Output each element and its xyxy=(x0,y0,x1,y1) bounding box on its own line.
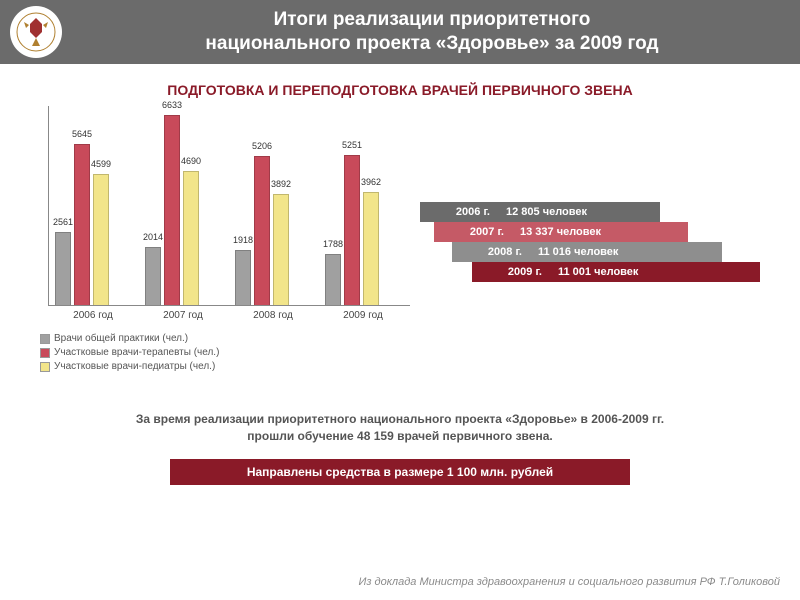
source-attribution: Из доклада Министра здравоохранения и со… xyxy=(358,576,780,588)
legend-item: Участковые врачи-терапевты (чел.) xyxy=(40,347,219,358)
coat-of-arms-icon xyxy=(16,12,56,52)
bar: 3962 xyxy=(363,192,379,305)
year-total-row: 2007 г.13 337 человек xyxy=(434,222,688,242)
chart-x-axis: 2006 год2007 год2008 год2009 год xyxy=(48,310,410,321)
bar: 1918 xyxy=(235,250,251,305)
bar: 2014 xyxy=(145,247,161,305)
bar-value-label: 3962 xyxy=(361,177,381,187)
bar-value-label: 4690 xyxy=(181,156,201,166)
bar: 4690 xyxy=(183,171,199,305)
bar: 5206 xyxy=(254,156,270,305)
funds-banner: Направлены средства в размере 1 100 млн.… xyxy=(170,459,630,485)
legend-item: Врачи общей практики (чел.) xyxy=(40,333,188,344)
year-value: 11 001 человек xyxy=(552,266,760,278)
summary-text: За время реализации приоритетного национ… xyxy=(30,411,770,445)
bar-value-label: 6633 xyxy=(162,100,182,110)
x-axis-label: 2008 год xyxy=(228,310,318,321)
legend-label: Участковые врачи-терапевты (чел.) xyxy=(54,347,219,358)
year-total-row: 2006 г.12 805 человек xyxy=(420,202,660,222)
legend-label: Участковые врачи-педиатры (чел.) xyxy=(54,361,215,372)
year-label: 2008 г. xyxy=(452,246,532,258)
year-value: 11 016 человек xyxy=(532,246,722,258)
bar: 6633 xyxy=(164,115,180,305)
legend-label: Врачи общей практики (чел.) xyxy=(54,333,188,344)
legend-swatch xyxy=(40,362,50,372)
summary-line-2: прошли обучение 48 159 врачей первичного… xyxy=(30,428,770,445)
bar-value-label: 1788 xyxy=(323,239,343,249)
chart-plot-area: 2561564545992014663346901918520638921788… xyxy=(48,106,410,306)
x-axis-label: 2009 год xyxy=(318,310,408,321)
bar-value-label: 3892 xyxy=(271,179,291,189)
content-row: 2561564545992014663346901918520638921788… xyxy=(0,106,800,375)
header-bar: Итоги реализации приоритетного националь… xyxy=(0,0,800,64)
section-subtitle: ПОДГОТОВКА И ПЕРЕПОДГОТОВКА ВРАЧЕЙ ПЕРВИ… xyxy=(0,82,800,98)
emblem-icon xyxy=(10,6,62,58)
page-title: Итоги реализации приоритетного националь… xyxy=(74,8,790,56)
bar-value-label: 5645 xyxy=(72,129,92,139)
chart-legend: Врачи общей практики (чел.) Участковые вр… xyxy=(40,333,410,375)
year-total-row: 2008 г.11 016 человек xyxy=(452,242,722,262)
bar: 5645 xyxy=(74,144,90,305)
bar-chart: 2561564545992014663346901918520638921788… xyxy=(20,106,410,375)
title-line-1: Итоги реализации приоритетного xyxy=(74,8,790,32)
bar: 2561 xyxy=(55,232,71,305)
summary-line-1: За время реализации приоритетного национ… xyxy=(30,411,770,428)
bar: 1788 xyxy=(325,254,341,305)
bar: 4599 xyxy=(93,174,109,305)
year-label: 2009 г. xyxy=(472,266,552,278)
bar: 3892 xyxy=(273,194,289,305)
bar-group: 178852513962 xyxy=(325,155,379,305)
x-axis-label: 2007 год xyxy=(138,310,228,321)
legend-swatch xyxy=(40,334,50,344)
bar: 5251 xyxy=(344,155,360,305)
year-label: 2007 г. xyxy=(434,226,514,238)
bar-value-label: 4599 xyxy=(91,159,111,169)
x-axis-label: 2006 год xyxy=(48,310,138,321)
legend-item: Участковые врачи-педиатры (чел.) xyxy=(40,361,215,372)
year-total-row: 2009 г.11 001 человек xyxy=(472,262,760,282)
year-value: 13 337 человек xyxy=(514,226,688,238)
bar-value-label: 1918 xyxy=(233,235,253,245)
year-value: 12 805 человек xyxy=(500,206,660,218)
title-line-2: национального проекта «Здоровье» за 2009… xyxy=(74,32,790,56)
bar-value-label: 5251 xyxy=(342,140,362,150)
bar-group: 256156454599 xyxy=(55,144,109,305)
bar-value-label: 5206 xyxy=(252,141,272,151)
year-totals-panel: 2006 г.12 805 человек2007 г.13 337 челов… xyxy=(420,106,780,375)
year-label: 2006 г. xyxy=(420,206,500,218)
bar-value-label: 2561 xyxy=(53,217,73,227)
legend-swatch xyxy=(40,348,50,358)
bar-value-label: 2014 xyxy=(143,232,163,242)
bar-group: 191852063892 xyxy=(235,156,289,305)
bar-group: 201466334690 xyxy=(145,115,199,305)
